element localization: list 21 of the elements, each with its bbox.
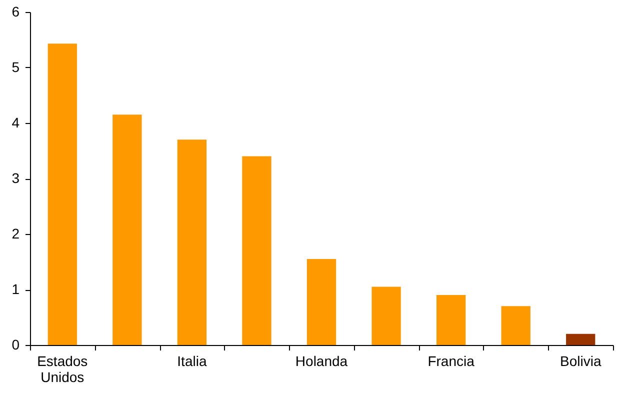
bar: [372, 286, 401, 345]
x-tick-label: Francia: [428, 353, 475, 369]
y-tick-label: 2: [12, 226, 20, 242]
y-tick-label: 0: [12, 336, 20, 352]
y-tick-label: 6: [12, 4, 20, 20]
y-tick-label: 4: [12, 114, 20, 130]
x-tick-label: Italia: [177, 353, 207, 369]
bar: [177, 140, 207, 345]
bar: [566, 334, 596, 345]
y-tick-label: 5: [12, 59, 20, 75]
bar: [501, 306, 530, 345]
x-tick-label: Holanda: [295, 353, 348, 369]
bar: [306, 258, 336, 345]
y-tick-label: 3: [12, 170, 20, 186]
bar: [112, 114, 142, 345]
bar: [242, 156, 272, 345]
x-tick-label: Estados Unidos: [37, 353, 88, 385]
x-tick-label: Bolivia: [560, 353, 602, 369]
bar: [436, 295, 466, 345]
bar: [48, 44, 77, 345]
y-tick-label: 1: [12, 281, 20, 297]
